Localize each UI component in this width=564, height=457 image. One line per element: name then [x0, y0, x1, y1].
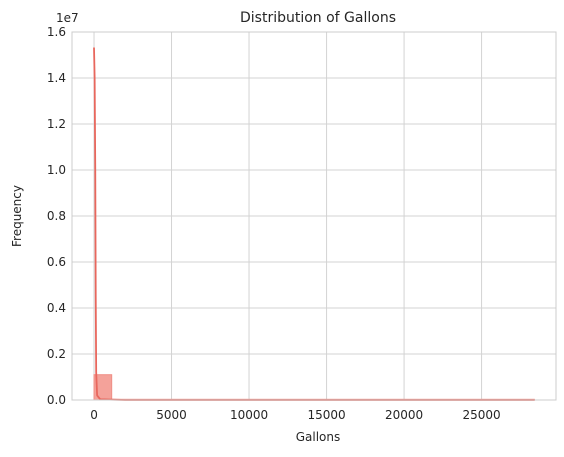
y-ticks-layer: 0.0 0.2 0.4 0.6 0.8 1.0 1.2 1.4 1.6: [47, 25, 66, 407]
x-axis-label: Gallons: [296, 430, 341, 444]
y-tick-label-8: 1.6: [47, 25, 66, 39]
y-tick-label-2: 0.4: [47, 301, 66, 315]
plot-frame: [71, 31, 557, 401]
kde-layer: [93, 47, 536, 401]
y-axis-label: Frequency: [10, 185, 24, 247]
bars-layer: [93, 374, 535, 401]
kde-line: [93, 47, 536, 401]
y-tick-label-7: 1.4: [47, 71, 66, 85]
x-tick-label-2: 10000: [230, 408, 268, 422]
y-tick-label-4: 0.8: [47, 209, 66, 223]
x-tick-label-5: 25000: [462, 408, 500, 422]
y-tick-label-5: 1.0: [47, 163, 66, 177]
y-offset-text: 1e7: [56, 11, 79, 25]
y-tick-label-6: 1.2: [47, 117, 66, 131]
x-tick-label-4: 20000: [385, 408, 423, 422]
y-tick-label-3: 0.6: [47, 255, 66, 269]
x-ticks-layer: 0 5000 10000 15000 20000 25000: [90, 408, 500, 422]
x-tick-label-1: 5000: [156, 408, 187, 422]
y-tick-label-1: 0.2: [47, 347, 66, 361]
y-tick-label-0: 0.0: [47, 393, 66, 407]
axes-layer: [71, 31, 557, 401]
x-tick-label-0: 0: [90, 408, 98, 422]
chart-title: Distribution of Gallons: [240, 10, 396, 26]
x-tick-label-3: 15000: [307, 408, 345, 422]
grid-layer: [72, 31, 556, 401]
